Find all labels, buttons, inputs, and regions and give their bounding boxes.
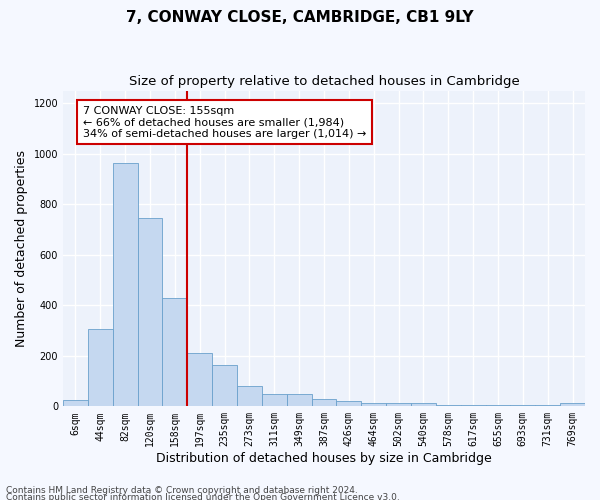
Bar <box>262 394 287 406</box>
Bar <box>411 402 436 406</box>
X-axis label: Distribution of detached houses by size in Cambridge: Distribution of detached houses by size … <box>156 452 492 465</box>
Bar <box>137 218 163 406</box>
Bar <box>187 354 212 406</box>
Bar <box>337 402 361 406</box>
Text: 7 CONWAY CLOSE: 155sqm
← 66% of detached houses are smaller (1,984)
34% of semi-: 7 CONWAY CLOSE: 155sqm ← 66% of detached… <box>83 106 367 139</box>
Y-axis label: Number of detached properties: Number of detached properties <box>15 150 28 347</box>
Bar <box>535 405 560 406</box>
Bar <box>212 364 237 406</box>
Bar <box>461 405 485 406</box>
Bar <box>163 298 187 406</box>
Bar <box>88 330 113 406</box>
Text: Contains public sector information licensed under the Open Government Licence v3: Contains public sector information licen… <box>6 494 400 500</box>
Title: Size of property relative to detached houses in Cambridge: Size of property relative to detached ho… <box>128 75 520 88</box>
Bar <box>237 386 262 406</box>
Bar <box>63 400 88 406</box>
Bar <box>485 405 511 406</box>
Bar <box>386 402 411 406</box>
Bar <box>560 402 585 406</box>
Text: 7, CONWAY CLOSE, CAMBRIDGE, CB1 9LY: 7, CONWAY CLOSE, CAMBRIDGE, CB1 9LY <box>126 10 474 25</box>
Bar <box>287 394 311 406</box>
Bar <box>113 162 137 406</box>
Bar <box>361 402 386 406</box>
Bar <box>436 405 461 406</box>
Text: Contains HM Land Registry data © Crown copyright and database right 2024.: Contains HM Land Registry data © Crown c… <box>6 486 358 495</box>
Bar <box>511 405 535 406</box>
Bar <box>311 399 337 406</box>
